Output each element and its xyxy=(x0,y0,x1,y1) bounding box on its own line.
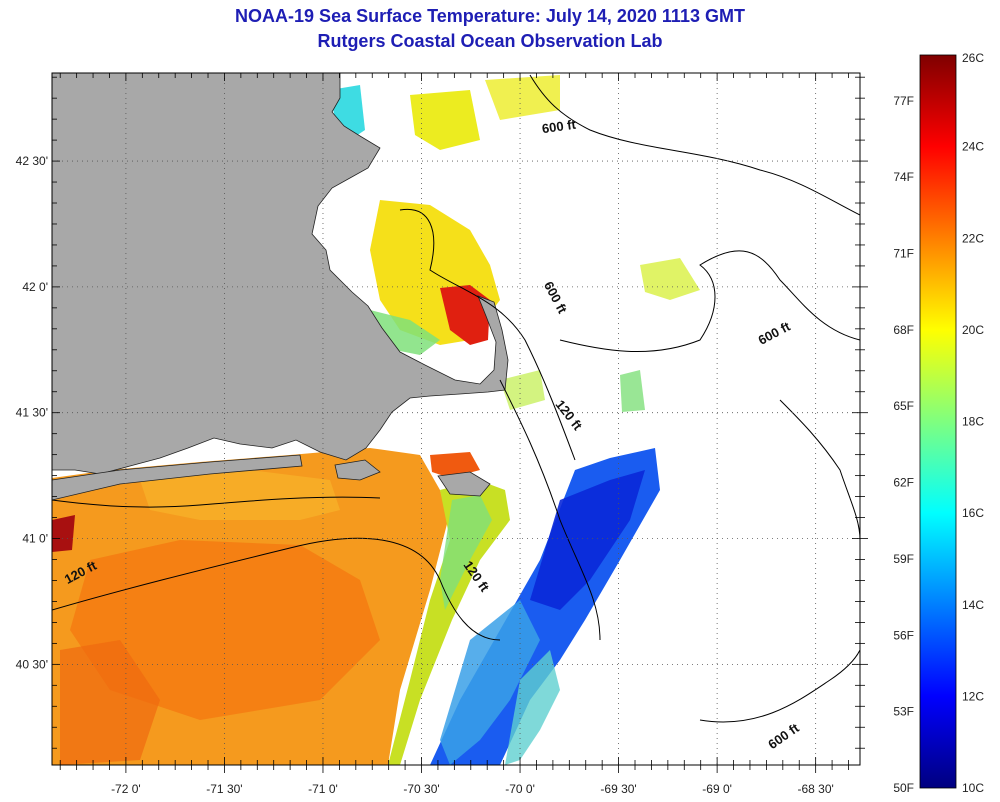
sst-field-cold xyxy=(430,448,660,765)
latitude-labels: 42 30' 42 0' 41 30' 41 0' 40 30' xyxy=(16,154,48,671)
longitude-labels: -72 0' -71 30' -71 0' -70 30' -70 0' -69 30' -… xyxy=(111,782,834,796)
lat-label: 42 0' xyxy=(22,280,48,294)
bathymetry-contours xyxy=(52,74,860,723)
fahrenheit-label: 59F xyxy=(893,552,914,566)
lon-label: -71 0' xyxy=(308,782,338,796)
lat-label: 40 30' xyxy=(16,657,48,671)
fahrenheit-label: 65F xyxy=(893,399,914,413)
lat-label: 41 30' xyxy=(16,406,48,420)
fahrenheit-label: 71F xyxy=(893,247,914,261)
celsius-label: 18C xyxy=(962,415,984,429)
contour-label: 600 ft xyxy=(541,117,577,137)
lat-label: 41 0' xyxy=(22,532,48,546)
celsius-label: 20C xyxy=(962,323,984,337)
axis-ticks xyxy=(52,73,868,773)
celsius-label: 24C xyxy=(962,140,984,154)
fahrenheit-label: 68F xyxy=(893,323,914,337)
fahrenheit-scale: 77F 74F 71F 68F 65F 62F 59F 56F 53F 50F xyxy=(893,94,914,795)
fahrenheit-label: 62F xyxy=(893,476,914,490)
celsius-label: 16C xyxy=(962,506,984,520)
lon-label: -69 0' xyxy=(702,782,732,796)
fahrenheit-label: 74F xyxy=(893,170,914,184)
celsius-scale: 26C 24C 22C 20C 18C 16C 14C 12C 10C xyxy=(962,51,984,795)
lon-label: -72 0' xyxy=(111,782,141,796)
lon-label: -70 0' xyxy=(505,782,535,796)
land xyxy=(52,73,509,501)
sst-field-patches xyxy=(410,75,700,478)
celsius-label: 22C xyxy=(962,231,984,245)
celsius-label: 14C xyxy=(962,598,984,612)
sst-field-warm xyxy=(52,448,448,765)
celsius-label: 26C xyxy=(962,51,984,65)
fahrenheit-label: 50F xyxy=(893,781,914,795)
plot-frame xyxy=(51,72,861,766)
map-title: NOAA-19 Sea Surface Temperature: July 14… xyxy=(235,6,745,26)
fahrenheit-label: 53F xyxy=(893,705,914,719)
lat-label: 42 30' xyxy=(16,154,48,168)
celsius-label: 10C xyxy=(962,781,984,795)
lon-label: -69 30' xyxy=(600,782,636,796)
colorbar-gradient xyxy=(919,54,957,789)
lon-label: -71 30' xyxy=(206,782,242,796)
lat-lon-grid xyxy=(52,73,860,765)
map-subtitle: Rutgers Coastal Ocean Observation Lab xyxy=(317,31,663,51)
lon-label: -68 30' xyxy=(797,782,833,796)
lon-label: -70 30' xyxy=(403,782,439,796)
fahrenheit-label: 56F xyxy=(893,628,914,642)
sst-field-transition xyxy=(388,480,510,765)
fahrenheit-label: 77F xyxy=(893,94,914,108)
celsius-label: 12C xyxy=(962,689,984,703)
